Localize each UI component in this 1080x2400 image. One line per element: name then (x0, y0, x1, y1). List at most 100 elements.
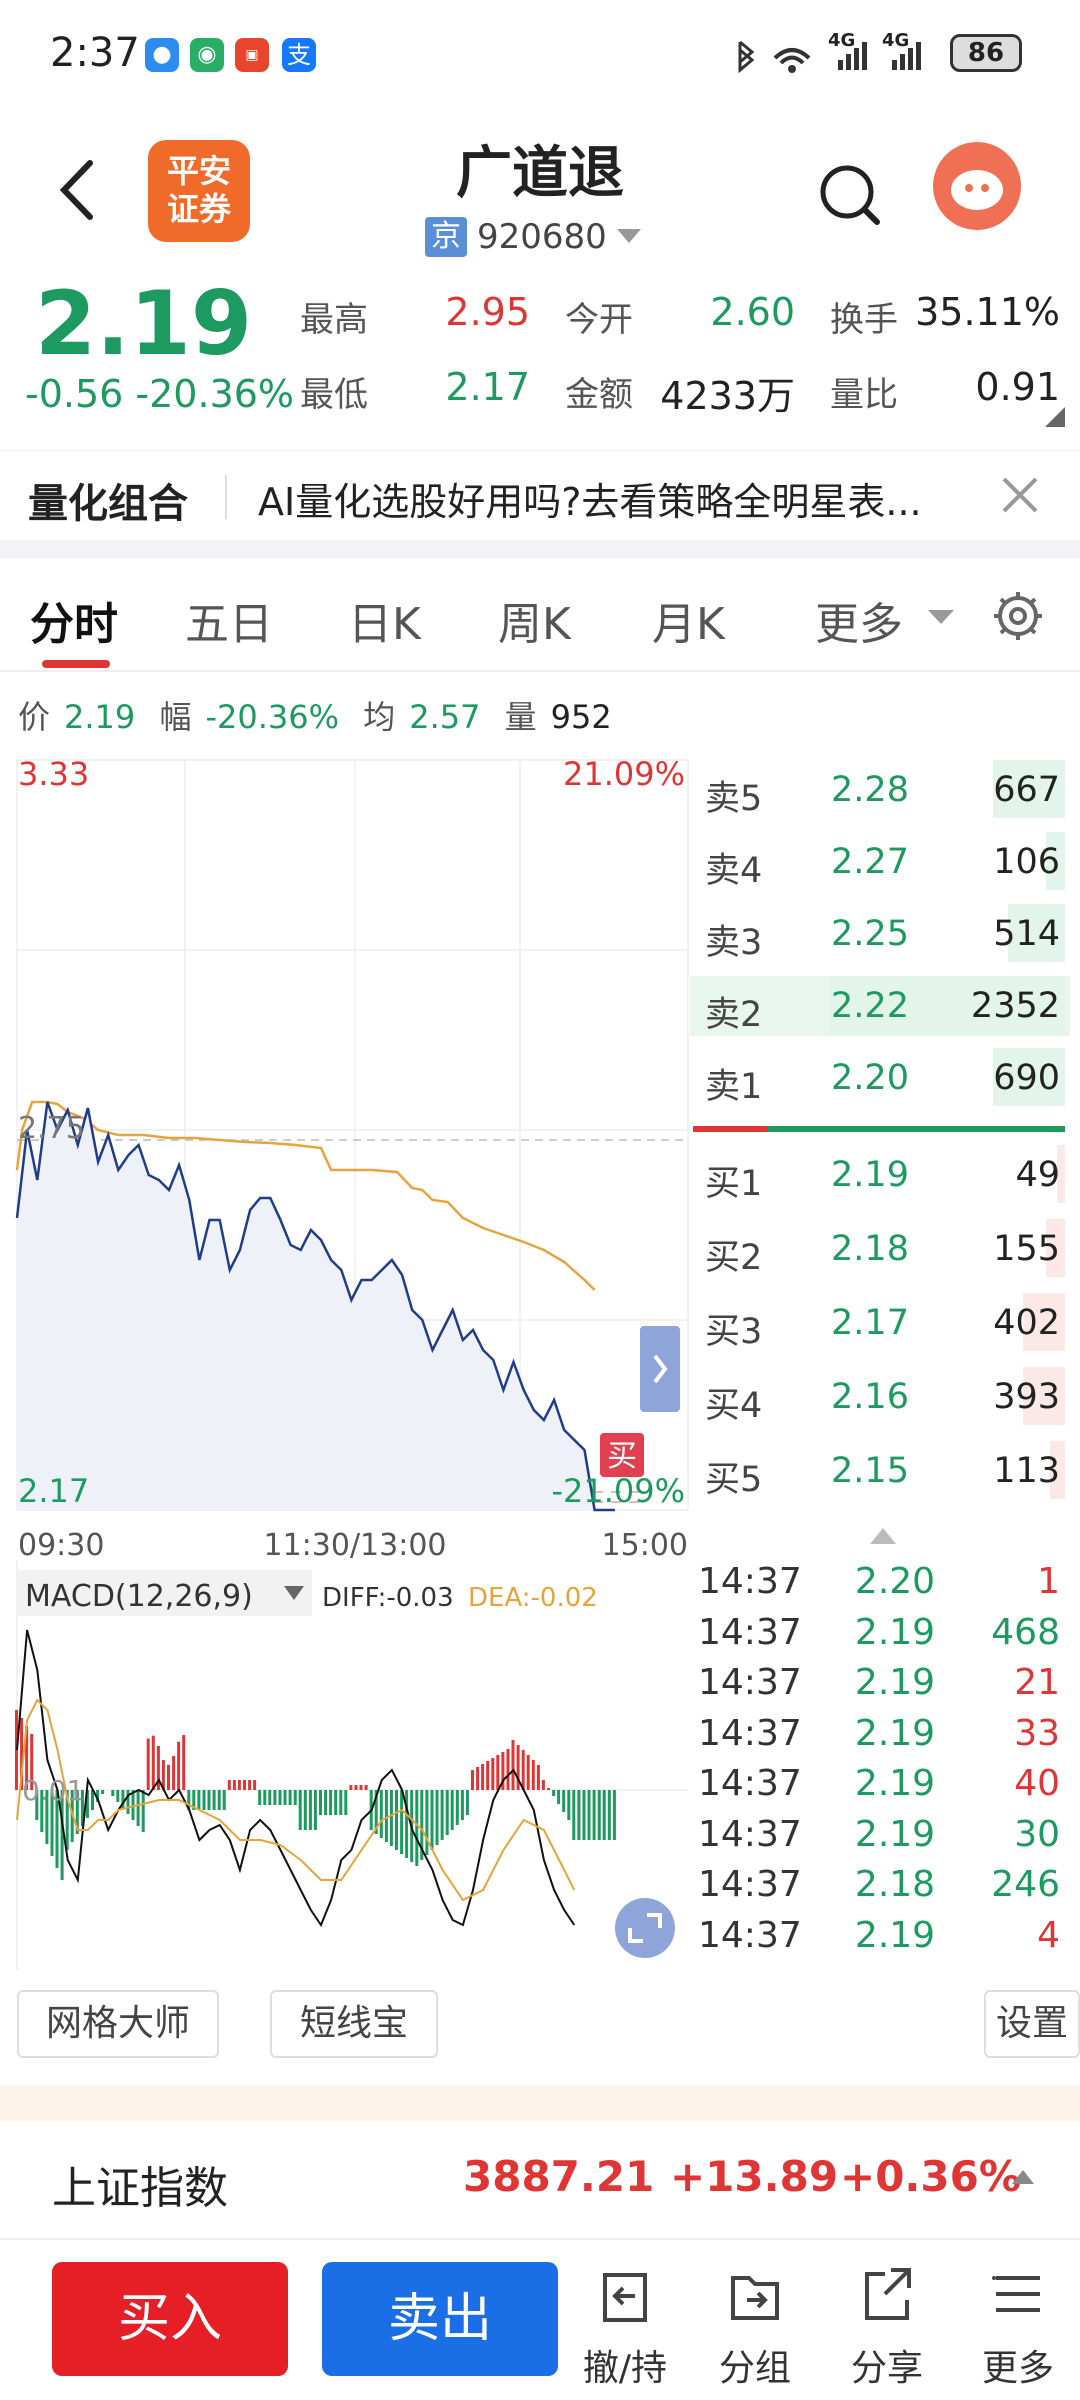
macd-bar (278, 1790, 282, 1805)
macd-bar (324, 1790, 328, 1815)
macd-bar (506, 1749, 510, 1790)
tick-row: 14:37 2.19 4 (690, 1909, 1070, 1959)
bid-label: 买4 (705, 1386, 763, 1426)
short-line-button[interactable]: 短线宝 (270, 1990, 438, 2058)
promo-banner[interactable]: 量化组合 AI量化选股好用吗?去看策略全明星表... (0, 450, 1080, 540)
macd-bar (612, 1790, 616, 1840)
stock-code-selector[interactable]: 京 920680 (425, 215, 641, 259)
bid-volume-bar (1023, 1293, 1065, 1351)
macd-bar (420, 1790, 424, 1860)
macd-bar (567, 1790, 571, 1820)
ask-row[interactable]: 卖5 2.28 667 (690, 760, 1070, 820)
bid-row[interactable]: 买5 2.15 113 (690, 1441, 1070, 1501)
quote-panel: 2.19 -0.56 -20.36% 最高 2.95 最低 2.17 今开 2.… (0, 272, 1080, 432)
macd-bar (30, 1734, 34, 1790)
macd-bar (232, 1780, 236, 1790)
side-expand-button[interactable] (640, 1326, 680, 1412)
bid-row[interactable]: 买1 2.19 49 (690, 1145, 1070, 1205)
index-bar[interactable]: 上证指数 3887.21 +13.89 +0.36% (0, 2122, 1080, 2240)
turnover-label: 换手 (830, 300, 898, 340)
macd-bar (60, 1790, 64, 1880)
macd-selector[interactable] (17, 1570, 312, 1616)
tab-daily-k[interactable]: 日K (348, 599, 421, 650)
open-value: 2.60 (710, 290, 795, 334)
buy-button[interactable]: 买入 (52, 2262, 288, 2376)
ask-label: 卖1 (705, 1067, 763, 1107)
ask-volume: 514 (993, 914, 1060, 954)
expand-corner-icon[interactable] (1045, 407, 1065, 427)
tab-monthly-k[interactable]: 月K (652, 599, 725, 650)
tab-more[interactable]: 更多 (815, 599, 903, 650)
battery-icon: 86 (950, 34, 1022, 72)
macd-bar (177, 1741, 181, 1790)
ask-label: 卖4 (705, 851, 763, 891)
tick-row: 14:37 2.19 40 (690, 1757, 1070, 1807)
macd-diff-line (16, 1629, 576, 1928)
intraday-chart[interactable]: 3.33 21.09% 2.75 2.17 -21.09% 买 09:30 11… (0, 750, 690, 1970)
gear-icon[interactable] (990, 588, 1046, 644)
fullscreen-button[interactable] (615, 1898, 675, 1958)
share-action[interactable]: 分享 (832, 2260, 942, 2391)
ask-row[interactable]: 卖3 2.25 514 (690, 904, 1070, 964)
macd-bar (131, 1790, 135, 1820)
sell-button[interactable]: 卖出 (322, 2262, 558, 2376)
banner-text[interactable]: AI量化选股好用吗?去看策略全明星表... (258, 480, 922, 524)
macd-dropdown-icon (284, 1586, 304, 1600)
ask-row[interactable]: 卖1 2.20 690 (690, 1048, 1070, 1108)
index-name: 上证指数 (52, 2163, 228, 2214)
more-action[interactable]: 更多 (963, 2260, 1073, 2391)
bid-label: 买2 (705, 1238, 763, 1278)
close-icon[interactable] (1000, 475, 1040, 515)
assistant-avatar[interactable] (933, 142, 1021, 230)
index-change: +13.89 (670, 2152, 839, 2201)
tab-weekly-k[interactable]: 周K (498, 599, 571, 650)
info-price-label: 价 (18, 698, 51, 736)
status-time: 2:37 (50, 30, 140, 76)
bid-row[interactable]: 买2 2.18 155 (690, 1219, 1070, 1279)
macd-bar (481, 1764, 485, 1790)
tab-five-day[interactable]: 五日 (185, 599, 273, 650)
bid-label: 买1 (705, 1164, 763, 1204)
banner-divider (225, 475, 227, 519)
cancel-hold-action[interactable]: 撤/持 (570, 2260, 680, 2391)
tab-intraday[interactable]: 分时 (30, 599, 118, 650)
macd-bar (531, 1760, 535, 1790)
tick-row: 14:37 2.20 1 (690, 1555, 1070, 1605)
macd-bar (400, 1790, 404, 1854)
collapse-up-icon[interactable] (1012, 2170, 1034, 2184)
back-icon[interactable] (52, 155, 102, 225)
scroll-up-icon[interactable] (870, 1528, 896, 1544)
settings-button[interactable]: 设置 (984, 1990, 1080, 2058)
group-action[interactable]: 分组 (700, 2260, 810, 2391)
bid-volume: 393 (993, 1377, 1060, 1417)
ask-row[interactable]: 卖4 2.27 106 (690, 832, 1070, 892)
price-line (15, 1101, 615, 1512)
index-pct: +0.36% (840, 2152, 1021, 2201)
macd-bar (516, 1745, 520, 1790)
search-icon[interactable] (815, 160, 885, 230)
macd-bar (50, 1790, 54, 1856)
ask-volume-bar (992, 760, 1065, 818)
macd-bar (465, 1790, 469, 1815)
ask-price: 2.20 (831, 1058, 909, 1098)
grid-master-button[interactable]: 网格大师 (17, 1990, 219, 2058)
low-label: 最低 (300, 375, 368, 415)
macd-bar (425, 1790, 429, 1855)
bid-row[interactable]: 买4 2.16 393 (690, 1367, 1070, 1427)
macd-bar (283, 1790, 287, 1805)
action-bar: 买入 卖出 撤/持 分组 分享 更多 (0, 2242, 1080, 2400)
macd-bar (303, 1790, 307, 1830)
macd-bar (202, 1790, 206, 1810)
high-label: 最高 (300, 300, 368, 340)
ask-row[interactable]: 卖2 2.22 2352 (690, 976, 1070, 1036)
bid-label: 买5 (705, 1460, 763, 1500)
bid-row[interactable]: 买3 2.17 402 (690, 1293, 1070, 1353)
macd-bar (582, 1790, 586, 1840)
macd-bar (298, 1790, 302, 1830)
top-pct-label: 21.09% (563, 755, 685, 793)
info-range: -20.36% (205, 698, 340, 736)
tick-price: 2.19 (854, 1712, 936, 1754)
tick-volume: 246 (991, 1864, 1060, 1905)
market-tag: 京 (425, 217, 467, 257)
macd-bar (577, 1790, 581, 1840)
